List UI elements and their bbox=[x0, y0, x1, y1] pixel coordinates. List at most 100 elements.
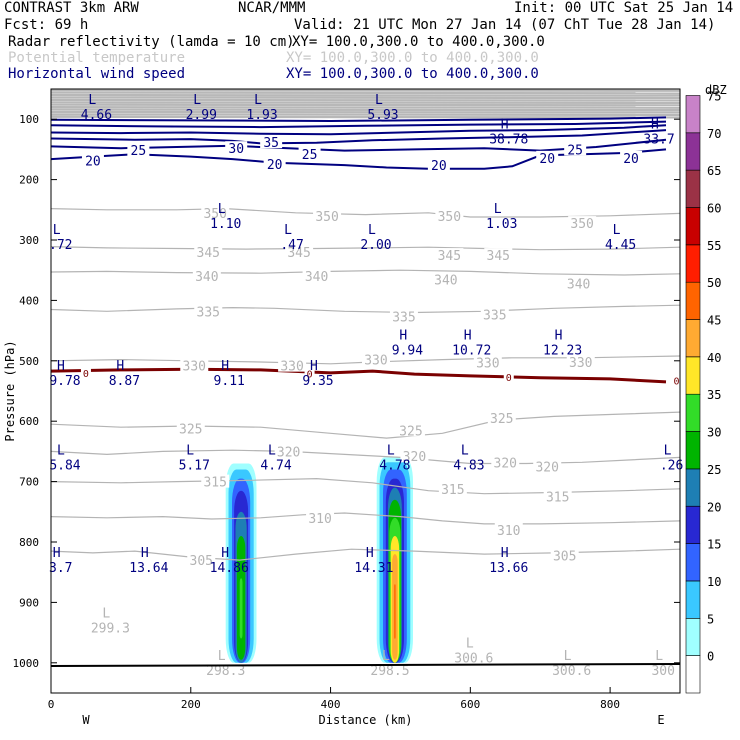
colorbar-swatch-45 bbox=[685, 319, 701, 358]
extremum-type: L bbox=[494, 202, 502, 217]
theta-contour-330 bbox=[51, 355, 680, 365]
zero-label: 0 bbox=[506, 373, 512, 384]
field-theta-xy: XY= 100.0,300.0 to 400.0,300.0 bbox=[286, 50, 539, 66]
x-tick-label: 800 bbox=[600, 698, 620, 711]
cell-west-band-35 bbox=[239, 578, 243, 639]
label-bg bbox=[491, 455, 520, 469]
colorbar-swatch-25 bbox=[685, 468, 701, 507]
theta-label-330: 330 bbox=[476, 357, 499, 372]
theta-label-330: 330 bbox=[183, 360, 206, 375]
wind-contour-35 bbox=[51, 124, 667, 136]
extremum-type: H bbox=[141, 546, 149, 561]
extremum-value: 1.93 bbox=[246, 108, 277, 123]
zero-label: 0 bbox=[673, 377, 679, 388]
label-bg bbox=[536, 150, 559, 164]
extremum-type: L bbox=[218, 649, 226, 664]
label-bg bbox=[533, 459, 562, 473]
theta-label-345: 345 bbox=[487, 249, 510, 264]
theta-label-330: 330 bbox=[280, 360, 303, 375]
label-bg bbox=[192, 269, 221, 283]
extremum-value: 5.84 bbox=[49, 458, 80, 473]
extremum-type: L bbox=[375, 93, 383, 108]
theta-contour-310 bbox=[51, 512, 680, 525]
extremum-value: 4.83 bbox=[453, 458, 484, 473]
upper-theta-line bbox=[51, 93, 680, 97]
theta-label-340: 340 bbox=[305, 270, 328, 285]
label-bg bbox=[494, 522, 523, 536]
upper-theta-line bbox=[51, 110, 680, 114]
extremum-value: 5.93 bbox=[367, 108, 398, 123]
colorbar-label-10: 10 bbox=[707, 575, 721, 589]
label-bg bbox=[543, 489, 572, 503]
theta-contour-350 bbox=[51, 207, 680, 218]
x-tick-label: 400 bbox=[321, 698, 341, 711]
wind-label-25: 25 bbox=[131, 144, 147, 159]
theta-contour-315 bbox=[51, 477, 680, 495]
label-bg bbox=[274, 444, 303, 458]
upper-theta-line bbox=[51, 113, 680, 117]
theta-label-350: 350 bbox=[315, 210, 338, 225]
colorbar-label-30: 30 bbox=[707, 426, 721, 440]
colorbar-swatch-20 bbox=[685, 505, 701, 544]
colorbar-label-55: 55 bbox=[707, 239, 721, 253]
colorbar-swatch-0 bbox=[685, 655, 701, 694]
wind-contours bbox=[51, 116, 667, 384]
extremum-value: 298.5 bbox=[370, 664, 409, 679]
label-bg bbox=[187, 553, 216, 567]
extremum-type: H bbox=[366, 546, 374, 561]
colorbar-swatch-30 bbox=[685, 431, 701, 470]
extremum-type: L bbox=[368, 223, 376, 238]
colorbar-swatch-15 bbox=[685, 543, 701, 582]
label-bg bbox=[81, 153, 104, 167]
extremum-value: 5.17 bbox=[179, 458, 210, 473]
x-end-west: W bbox=[82, 713, 90, 727]
y-tick-label: 700 bbox=[19, 476, 39, 489]
extremum-value: 300.6 bbox=[454, 652, 493, 667]
colorbar-label-25: 25 bbox=[707, 463, 721, 477]
y-tick-label: 200 bbox=[19, 174, 39, 187]
label-bg bbox=[201, 474, 230, 488]
colorbar-unit: dBZ bbox=[705, 83, 727, 97]
upper-theta-line bbox=[51, 96, 680, 100]
wind-label-30: 30 bbox=[228, 142, 244, 157]
extremum-type: L bbox=[218, 202, 226, 217]
extremum-value: 4.66 bbox=[81, 108, 112, 123]
extremum-type: L bbox=[88, 93, 96, 108]
label-bg bbox=[306, 510, 335, 524]
theta-contour-325 bbox=[51, 411, 680, 439]
label-bg bbox=[313, 208, 342, 222]
wind-contour-30 bbox=[51, 129, 667, 145]
wind-label-20: 20 bbox=[431, 159, 447, 174]
extrema-markers: L4.66L2.99L1.93L5.93H38.78H33.7L1.10L.72… bbox=[49, 93, 683, 679]
extremum-type: L bbox=[466, 637, 474, 652]
label-bg bbox=[127, 143, 150, 157]
theta-label-320: 320 bbox=[277, 445, 300, 460]
zero-label: 0 bbox=[83, 369, 89, 380]
field-reflectivity: Radar reflectivity (lamda = 10 cm) bbox=[8, 34, 295, 50]
theta-label-345: 345 bbox=[438, 249, 461, 264]
y-tick-label: 500 bbox=[19, 355, 39, 368]
y-tick-label: 1000 bbox=[13, 657, 40, 670]
upper-theta-line bbox=[51, 108, 680, 112]
theta-label-335: 335 bbox=[483, 308, 506, 323]
extremum-value: 9.11 bbox=[214, 374, 245, 389]
label-bg bbox=[180, 358, 209, 372]
theta-label-305: 305 bbox=[190, 554, 213, 569]
extremum-value: 298.3 bbox=[206, 664, 245, 679]
label-bg bbox=[80, 367, 91, 378]
y-tick-label: 900 bbox=[19, 596, 39, 609]
label-bg bbox=[396, 423, 425, 437]
theta-label-310: 310 bbox=[308, 512, 331, 527]
plot-frame bbox=[50, 88, 681, 694]
upper-theta-line bbox=[51, 103, 680, 107]
cell-east-band-50 bbox=[394, 584, 396, 639]
theta-label-345: 345 bbox=[287, 246, 310, 261]
extremum-type: L bbox=[284, 223, 292, 238]
extremum-value: 33.7 bbox=[643, 132, 674, 147]
extremum-value: 4.74 bbox=[260, 458, 291, 473]
extremum-type: L bbox=[193, 93, 201, 108]
theta-label-315: 315 bbox=[203, 476, 226, 491]
colorbar-swatch-55 bbox=[685, 244, 701, 283]
label-bg bbox=[194, 245, 223, 259]
theta-label-315: 315 bbox=[441, 483, 464, 498]
